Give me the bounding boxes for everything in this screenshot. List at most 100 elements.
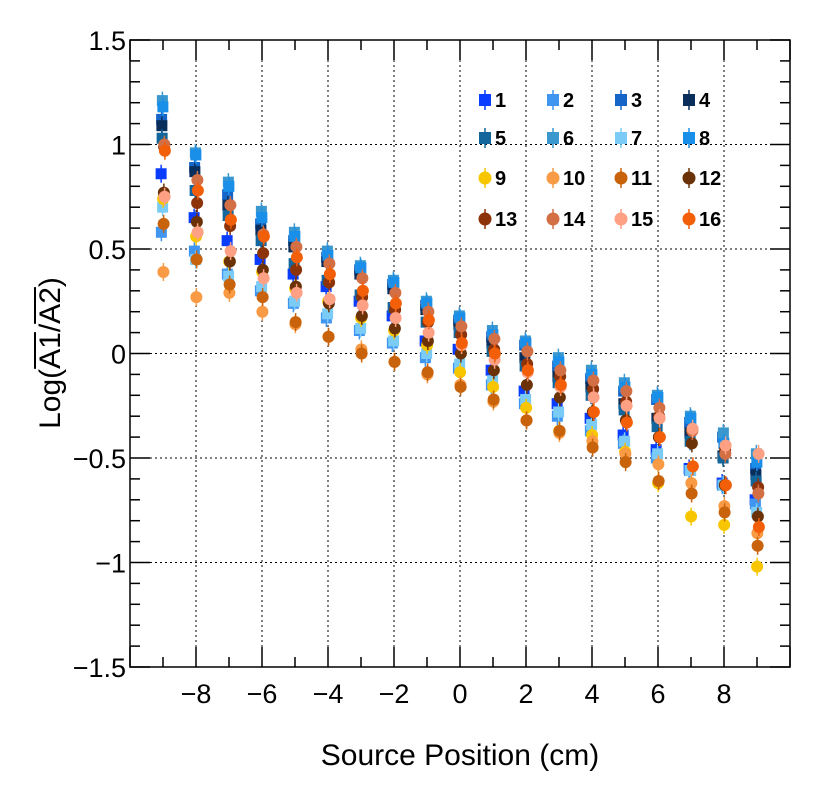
data-point — [553, 356, 565, 368]
legend-item-14: 14 — [546, 209, 586, 231]
data-point — [553, 391, 566, 404]
data-point — [356, 284, 369, 297]
data-point — [652, 458, 665, 471]
data-point — [288, 258, 300, 270]
data-point — [518, 385, 530, 397]
legend-marker — [479, 94, 491, 106]
legend-marker — [615, 132, 627, 144]
data-point — [290, 251, 303, 264]
data-point — [751, 456, 763, 468]
y-axis-title: Log(A1/A2) — [34, 277, 67, 429]
svg-text:Log(A1/A2): Log(A1/A2) — [34, 277, 67, 429]
data-point — [587, 391, 600, 404]
legend-label: 7 — [631, 128, 642, 150]
data-point — [257, 272, 270, 285]
data-point — [257, 230, 270, 243]
data-point — [323, 257, 336, 270]
legend-label: 13 — [495, 209, 517, 231]
data-point — [158, 190, 171, 203]
data-point — [751, 510, 764, 523]
x-tick-label: 0 — [452, 679, 467, 709]
data-point — [719, 479, 732, 492]
data-point — [651, 421, 663, 433]
legend-marker — [683, 132, 695, 144]
legend-label: 16 — [699, 209, 721, 231]
data-point — [289, 230, 301, 242]
data-point — [388, 355, 401, 368]
data-point — [752, 487, 765, 500]
data-point — [718, 506, 731, 519]
data-point — [355, 347, 368, 360]
data-point — [356, 299, 369, 312]
data-point — [487, 393, 500, 406]
legend-item-5: 5 — [479, 128, 506, 150]
data-point — [191, 184, 204, 197]
data-point — [520, 401, 533, 414]
x-tick-label: −2 — [379, 679, 410, 709]
legend-item-16: 16 — [682, 209, 721, 231]
data-point — [388, 322, 401, 335]
data-point — [752, 447, 765, 460]
data-point — [620, 385, 633, 398]
legend-item-7: 7 — [615, 128, 642, 150]
legend-marker — [682, 171, 696, 185]
data-point — [520, 414, 533, 427]
tick-labels: −8 −6 −4 −2 0 2 4 6 8 −1.5 −1 −0.5 0 0.5 1 1.5 — [73, 26, 732, 709]
legend-marker — [682, 212, 696, 226]
data-point — [289, 316, 302, 329]
data-point — [224, 199, 237, 212]
y-axis-title-slash: / — [34, 323, 67, 332]
data-point — [685, 510, 698, 523]
legend-label: 4 — [699, 90, 711, 112]
data-point — [653, 412, 666, 425]
x-axis-title: Source Position (cm) — [321, 739, 599, 772]
y-axis-title-a1: A1 — [34, 332, 67, 369]
legend-item-15: 15 — [614, 209, 653, 231]
series-4 — [156, 116, 762, 484]
data-point — [454, 312, 466, 324]
legend-marker — [479, 132, 491, 144]
y-tick-label: −1.5 — [73, 653, 126, 683]
data-point — [685, 477, 698, 490]
data-point — [685, 437, 698, 450]
data-point — [388, 276, 400, 288]
data-point — [157, 217, 170, 230]
data-point — [620, 399, 633, 412]
series-12 — [157, 183, 764, 526]
x-tick-label: 4 — [584, 679, 599, 709]
data-point — [685, 412, 697, 424]
data-point — [223, 255, 236, 268]
data-point — [521, 364, 534, 377]
data-point — [488, 347, 501, 360]
data-point — [389, 286, 402, 299]
data-point — [190, 253, 203, 266]
data-point — [586, 419, 598, 431]
data-point — [224, 245, 237, 258]
data-point — [290, 286, 303, 299]
legend-item-9: 9 — [478, 168, 506, 190]
legend-item-1: 1 — [479, 90, 506, 112]
x-tick-label: −8 — [181, 679, 212, 709]
data-point — [190, 291, 203, 304]
legend-label: 11 — [631, 168, 652, 190]
data-point — [322, 330, 335, 343]
data-point — [322, 249, 334, 261]
data-point — [488, 332, 501, 345]
data-point — [487, 364, 500, 377]
legend-label: 5 — [495, 128, 506, 150]
data-point — [652, 474, 665, 487]
data-point — [422, 326, 435, 339]
y-tick-label: −1 — [95, 549, 126, 579]
data-point — [554, 364, 567, 377]
data-point — [455, 320, 468, 333]
data-point — [322, 308, 334, 320]
x-tick-label: 2 — [518, 679, 533, 709]
data-point — [586, 441, 599, 454]
legend-label: 1 — [495, 90, 506, 112]
data-point — [422, 314, 435, 327]
data-point — [256, 305, 269, 318]
data-point — [653, 401, 666, 414]
legend-marker — [546, 212, 560, 226]
legend-item-3: 3 — [615, 90, 642, 112]
